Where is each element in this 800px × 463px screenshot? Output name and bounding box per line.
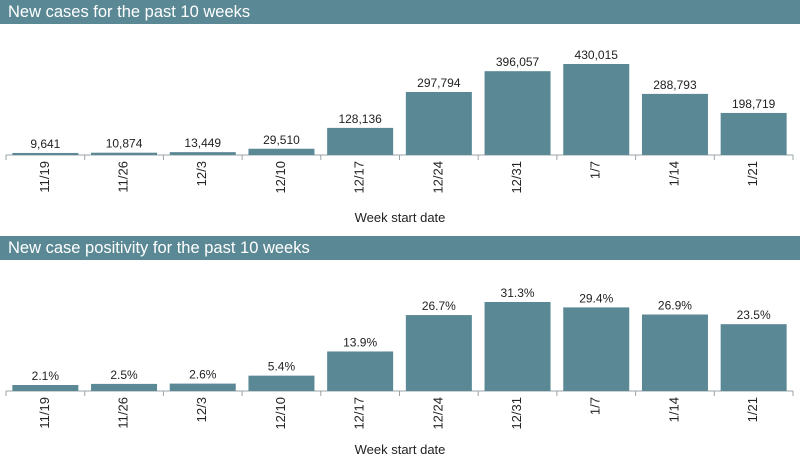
positivity-tick-label: 12/10 [273,397,288,430]
positivity-bar-12-10 [248,375,315,391]
positivity-bar-12-24 [405,315,472,391]
positivity-tick-label: 1/14 [666,397,681,422]
new-cases-tick-label: 12/17 [352,161,367,194]
positivity-tick-label: 12/24 [430,397,445,430]
new-cases-bar-12-17 [327,127,394,155]
positivity-value-label: 26.7% [422,299,456,313]
new-cases-value-label: 128,136 [338,112,382,126]
new-cases-tick-label: 1/7 [588,161,603,179]
new-cases-value-label: 297,794 [417,76,461,90]
new-cases-value-label: 198,719 [732,97,776,111]
new-cases-panel: New cases for the past 10 weeks 9,641 10,… [0,0,800,225]
positivity-tick-label: 11/19 [37,397,52,429]
positivity-bar-1-14 [641,314,708,391]
positivity-bar-12-3 [169,383,236,391]
positivity-value-label: 31.3% [501,286,535,300]
new-cases-tick-label: 12/31 [509,161,524,194]
positivity-value-label: 13.9% [343,335,377,349]
new-cases-bar-12-31 [484,71,551,155]
new-cases-tick-label: 12/10 [273,161,288,194]
new-cases-bar-1-21 [720,112,787,155]
new-cases-tick-label: 1/21 [745,161,760,186]
new-cases-bar-11-19 [12,152,79,155]
positivity-chart-title: New case positivity for the past 10 week… [8,239,310,257]
positivity-value-label: 23.5% [737,308,771,322]
new-cases-value-label: 13,449 [184,136,221,150]
positivity-title-band: New case positivity for the past 10 week… [0,236,800,260]
new-cases-chart-title: New cases for the past 10 weeks [8,3,251,21]
positivity-bar-11-19 [12,385,79,391]
new-cases-tick-label: 11/26 [115,161,130,193]
new-cases-value-label: 9,641 [30,137,60,151]
positivity-bar-chart: 2.1% 2.5% 2.6% 5.4% 13.9% 26.7% 31.3% 29.4% 26.9… [5,286,794,457]
positivity-value-label: 2.1% [32,369,60,383]
positivity-bar-12-31 [484,302,551,391]
positivity-bar-1-21 [720,324,787,391]
new-cases-tick-label: 12/24 [430,161,445,194]
positivity-bar-12-17 [327,351,394,391]
new-cases-bar-12-24 [405,91,472,155]
positivity-tick-label: 12/31 [509,397,524,430]
positivity-value-label: 2.6% [189,368,217,382]
positivity-tick-label: 11/26 [115,397,130,429]
new-cases-tick-label: 1/14 [666,161,681,186]
positivity-panel: New case positivity for the past 10 week… [0,236,800,463]
positivity-tick-label: 12/17 [352,397,367,430]
new-cases-bar-1-14 [641,93,708,155]
new-cases-x-axis-title: Week start date [355,210,446,225]
new-cases-title-band: New cases for the past 10 weeks [0,0,800,24]
positivity-tick-label: 1/21 [745,397,760,422]
positivity-bar-11-26 [91,383,158,391]
positivity-tick-label: 1/7 [588,397,603,415]
new-cases-value-label: 288,793 [653,78,697,92]
positivity-value-label: 2.5% [110,368,138,382]
new-cases-tick-label: 12/3 [194,161,209,186]
positivity-tick-label: 12/3 [194,397,209,422]
positivity-value-label: 26.9% [658,299,692,313]
positivity-value-label: 5.4% [268,360,296,374]
new-cases-value-label: 396,057 [496,55,540,69]
positivity-value-label: 29.4% [579,291,613,305]
new-cases-value-label: 10,874 [106,137,143,151]
positivity-bar-1-7 [563,307,630,391]
new-cases-value-label: 430,015 [575,48,619,62]
new-cases-bar-1-7 [563,64,630,155]
new-cases-tick-label: 11/19 [37,161,52,193]
new-cases-bar-chart: 9,641 10,874 13,449 29,510 128,136 297,794 396… [5,48,794,225]
positivity-x-axis-title: Week start date [355,442,446,457]
new-cases-bar-12-3 [169,152,236,155]
new-cases-bar-12-10 [248,148,315,155]
new-cases-value-label: 29,510 [263,133,300,147]
new-cases-bar-11-26 [91,152,158,155]
